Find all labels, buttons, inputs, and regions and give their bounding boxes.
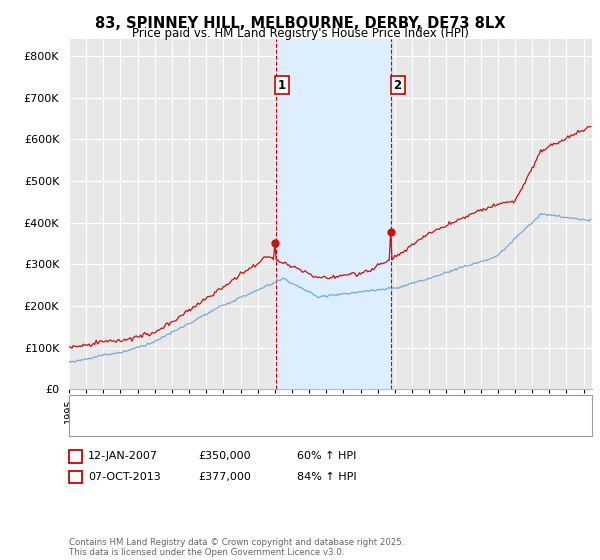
Text: Contains HM Land Registry data © Crown copyright and database right 2025.
This d: Contains HM Land Registry data © Crown c… [69,538,404,557]
Text: £350,000: £350,000 [198,451,251,461]
Text: 12-JAN-2007: 12-JAN-2007 [88,451,158,461]
Text: 1: 1 [72,451,79,461]
Text: 1: 1 [278,78,286,91]
Text: Price paid vs. HM Land Registry's House Price Index (HPI): Price paid vs. HM Land Registry's House … [131,27,469,40]
Bar [275,39,391,389]
Text: 83, SPINNEY HILL, MELBOURNE, DERBY, DE73 8LX (detached house): 83, SPINNEY HILL, MELBOURNE, DERBY, DE73… [106,402,461,412]
Text: HPI: Average price, detached house, South Derbyshire: HPI: Average price, detached house, Sout… [106,420,390,430]
Text: 60% ↑ HPI: 60% ↑ HPI [297,451,356,461]
Text: £377,000: £377,000 [198,472,251,482]
Text: 2: 2 [394,78,401,91]
Text: 84% ↑ HPI: 84% ↑ HPI [297,472,356,482]
Text: 07-OCT-2013: 07-OCT-2013 [88,472,161,482]
Text: 83, SPINNEY HILL, MELBOURNE, DERBY, DE73 8LX: 83, SPINNEY HILL, MELBOURNE, DERBY, DE73… [95,16,505,31]
Text: 2: 2 [72,472,79,482]
